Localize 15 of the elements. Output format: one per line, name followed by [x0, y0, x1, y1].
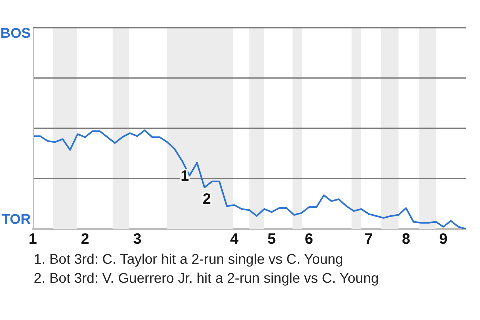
- text: BOS: [0, 24, 31, 41]
- x-tick-label: 1: [28, 231, 38, 248]
- x-tick-label: 9: [439, 231, 448, 248]
- x-tick-label: 4: [230, 231, 240, 248]
- annotation: 1: [180, 168, 190, 186]
- text: 2. Bot 3rd: V. Guerrero Jr. hit a 2-run single vs C. Young: [34, 269, 380, 288]
- x-tick-label: 7: [364, 231, 374, 248]
- text: 1. Bot 3rd: C. Taylor hit a 2-run single vs C. Young: [34, 250, 344, 269]
- x-tick-label: 5: [268, 231, 276, 248]
- x-tick-label: 2: [81, 231, 90, 248]
- annotation: 2: [202, 191, 212, 208]
- x-tick-label: 3: [133, 231, 142, 248]
- x-tick-label: 8: [402, 231, 410, 248]
- text: TOR: [2, 210, 31, 227]
- x-tick-label: 6: [305, 231, 314, 248]
